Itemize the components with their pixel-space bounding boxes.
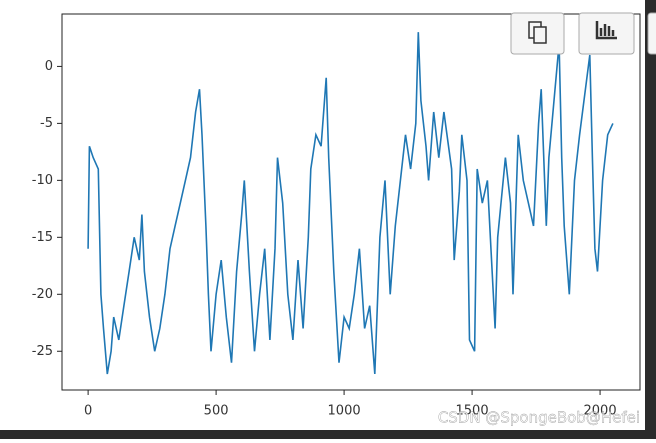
copy-icon [533,26,547,44]
chart-button[interactable] [578,12,635,55]
x-tick-label: 2000 [584,404,617,419]
more-button[interactable] [647,12,656,55]
y-tick-label: -5 [40,116,53,131]
y-tick-label: -25 [32,344,53,359]
x-tick-label: 1500 [456,404,489,419]
data-line [87,32,614,375]
frame-edge [645,0,656,439]
toolbar [510,12,656,55]
x-tick-label: 500 [204,404,229,419]
watermark: CSDN @SpongeBob@Hefei [438,409,640,427]
chart-icon [595,21,617,40]
x-tick-label: 0 [84,404,92,419]
y-tick-label: -10 [32,173,53,188]
y-tick-label: -20 [32,287,53,302]
y-tick-label: -15 [32,230,53,245]
y-tick-label: 0 [45,59,53,74]
x-tick-label: 1000 [328,404,361,419]
plot-frame [61,13,641,391]
frame-edge [0,430,656,439]
